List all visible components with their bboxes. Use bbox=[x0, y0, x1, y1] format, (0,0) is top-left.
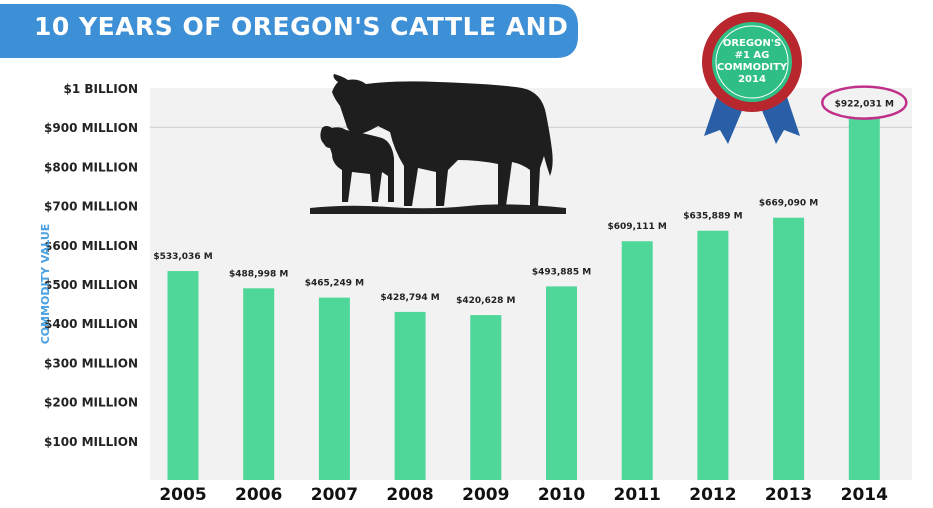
bar-2014 bbox=[848, 118, 880, 481]
x-tick-labels: 2005 2006 2007 2008 2009 2010 2011 2012 2013 2014 bbox=[159, 485, 888, 505]
chart-title: 10 YEARS OF OREGON'S CATTLE AND CALVES bbox=[34, 12, 686, 41]
bar-2006 bbox=[243, 288, 275, 480]
ground-grass bbox=[310, 204, 566, 214]
title-banner-shape bbox=[0, 4, 578, 58]
badge-inner-circle bbox=[712, 22, 792, 102]
y-tick-label: $900 MILLION bbox=[44, 121, 138, 135]
data-label-2013: $669,090 M bbox=[759, 199, 818, 209]
cow-silhouette bbox=[332, 74, 553, 206]
x-tick-label-2010: 2010 bbox=[538, 485, 585, 505]
highlight-ring bbox=[821, 85, 908, 120]
y-tick-label: $800 MILLION bbox=[44, 160, 138, 174]
commodity-badge: OREGON'S #1 AG COMMODITY 2014 bbox=[694, 4, 810, 154]
badge-line-3: COMMODITY bbox=[716, 62, 788, 73]
x-tick-label-2005: 2005 bbox=[159, 485, 206, 505]
data-label-2006: $488,998 M bbox=[229, 269, 288, 279]
data-label-2012: $635,889 M bbox=[683, 212, 742, 222]
y-tick-label: $500 MILLION bbox=[44, 278, 138, 292]
x-tick-label-2009: 2009 bbox=[462, 485, 509, 505]
x-tick-label-2006: 2006 bbox=[235, 485, 282, 505]
title-banner bbox=[0, 4, 578, 58]
badge-line-1: OREGON'S bbox=[722, 38, 782, 49]
data-label-2008: $428,794 M bbox=[380, 293, 439, 303]
bar-2011 bbox=[621, 241, 653, 480]
x-tick-label-2007: 2007 bbox=[311, 485, 358, 505]
y-tick-label: $600 MILLION bbox=[44, 239, 138, 253]
bars bbox=[167, 118, 880, 481]
x-tick-label-2013: 2013 bbox=[765, 485, 812, 505]
y-tick-label: $400 MILLION bbox=[44, 317, 138, 331]
cow-and-calf-silhouette bbox=[310, 74, 566, 214]
x-tick-label-2012: 2012 bbox=[689, 485, 736, 505]
y-tick-label: $100 MILLION bbox=[44, 435, 138, 449]
badge-line-2: #1 AG bbox=[734, 50, 770, 61]
badge-inner-border bbox=[715, 25, 789, 99]
data-label-2014: $922,031 M bbox=[835, 100, 894, 110]
y-tick-label: $700 MILLION bbox=[44, 200, 138, 214]
bar-2009 bbox=[470, 315, 502, 480]
badge-graphic bbox=[702, 12, 802, 144]
data-label-2005: $533,036 M bbox=[153, 252, 212, 262]
bar-2013 bbox=[773, 217, 805, 480]
x-tick-label-2008: 2008 bbox=[386, 485, 433, 505]
bar-2012 bbox=[697, 230, 729, 480]
data-label-2007: $465,249 M bbox=[305, 279, 364, 289]
y-tick-label: $300 MILLION bbox=[44, 356, 138, 370]
bar-2005 bbox=[167, 271, 199, 480]
data-labels: $533,036 M $488,998 M $465,249 M $428,794 M… bbox=[153, 100, 894, 307]
data-label-2010: $493,885 M bbox=[532, 267, 591, 277]
y-tick-label: $200 MILLION bbox=[44, 396, 138, 410]
y-axis-label: COMMODITY VALUE bbox=[39, 224, 52, 345]
x-tick-label-2014: 2014 bbox=[841, 485, 888, 505]
calf-silhouette bbox=[320, 126, 394, 202]
badge-line-4: 2014 bbox=[738, 74, 766, 85]
data-label-2009: $420,628 M bbox=[456, 296, 515, 306]
data-label-2011: $609,111 M bbox=[608, 222, 667, 232]
bar-2007 bbox=[318, 297, 350, 480]
x-tick-label-2011: 2011 bbox=[614, 485, 661, 505]
bar-2010 bbox=[546, 286, 577, 480]
y-tick-label: $1 BILLION bbox=[64, 82, 139, 96]
bar-2008 bbox=[394, 311, 426, 480]
y-tick-labels: $100 MILLION $200 MILLION $300 MILLION $400… bbox=[44, 82, 138, 449]
